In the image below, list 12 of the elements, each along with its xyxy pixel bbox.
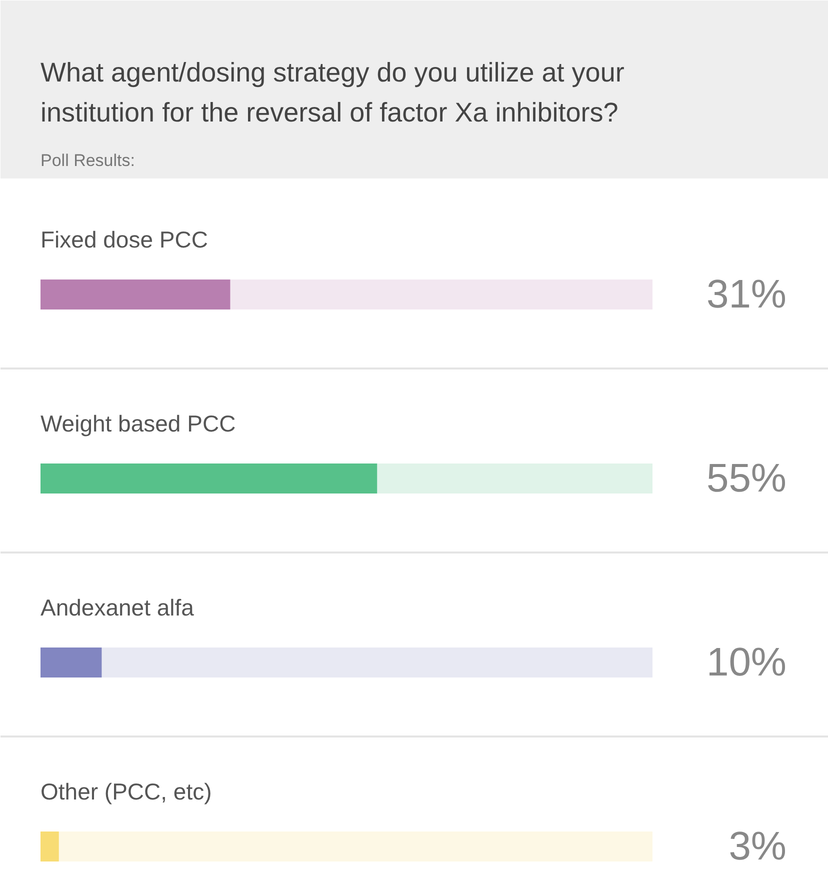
y-tick-label: Other (PCC, etc): [40, 778, 212, 804]
bar: [40, 648, 102, 678]
chart-title: What agent/dosing strategy do you utilize at your institution for the reversal of factor Xa inhibitors?: [40, 58, 624, 128]
data-label: 31%: [706, 272, 787, 316]
data-label: 3%: [728, 824, 786, 868]
y-tick-label: Andexanet alfa: [40, 594, 194, 620]
data-label: 10%: [706, 640, 787, 684]
chart-subtitle: Poll Results:: [40, 151, 135, 170]
y-tick-label: Fixed dose PCC: [40, 226, 208, 252]
y-tick-label: Weight based PCC: [40, 410, 236, 436]
bar: [40, 832, 59, 862]
data-label: 55%: [706, 456, 787, 500]
